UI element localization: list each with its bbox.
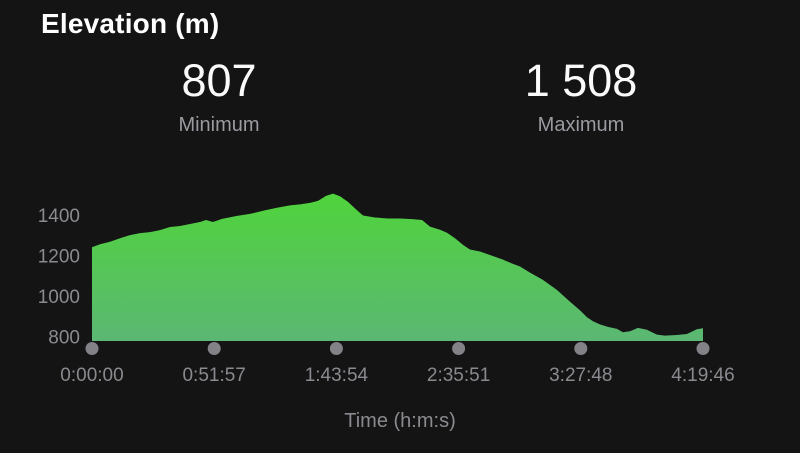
maximum-value: 1 508 xyxy=(524,55,638,106)
x-axis-tick-label: 2:35:51 xyxy=(427,365,490,386)
stat-minimum: 807 Minimum xyxy=(178,58,259,137)
x-axis-tick-label: 1:43:54 xyxy=(305,365,369,386)
minimum-value: 807 xyxy=(181,55,257,106)
minimum-label: Minimum xyxy=(178,114,260,136)
stat-maximum: 1 508 Maximum xyxy=(525,58,638,137)
x-axis-title: Time (h:m:s) xyxy=(344,410,455,432)
elevation-area-chart[interactable]: 800 1000 1200 1400 0:00:00 0:51:57 1:43:54 2:35… xyxy=(0,180,800,453)
maximum-label: Maximum xyxy=(537,114,625,136)
x-axis-tick-dot xyxy=(696,342,710,355)
x-axis-tick-label: 4:19:46 xyxy=(671,365,734,386)
x-axis-tick-label: 0:00:00 xyxy=(60,365,123,386)
y-axis-tick-label: 800 xyxy=(48,328,80,349)
elevation-series-area[interactable] xyxy=(92,193,703,341)
x-axis-tick-label: 3:27:48 xyxy=(549,365,612,386)
x-axis-tick-dot xyxy=(329,342,343,355)
y-axis-tick-label: 1200 xyxy=(38,247,80,268)
x-axis-tick-label: 0:51:57 xyxy=(182,365,245,386)
page-title: Elevation (m) xyxy=(41,8,220,39)
x-axis-tick-dot xyxy=(207,342,221,355)
y-axis-tick-label: 1000 xyxy=(38,287,80,308)
x-axis-tick-dot xyxy=(574,342,588,355)
x-axis-tick-dot xyxy=(452,342,466,355)
x-axis-tick-dot xyxy=(85,342,99,355)
y-axis-tick-label: 1400 xyxy=(38,206,80,227)
